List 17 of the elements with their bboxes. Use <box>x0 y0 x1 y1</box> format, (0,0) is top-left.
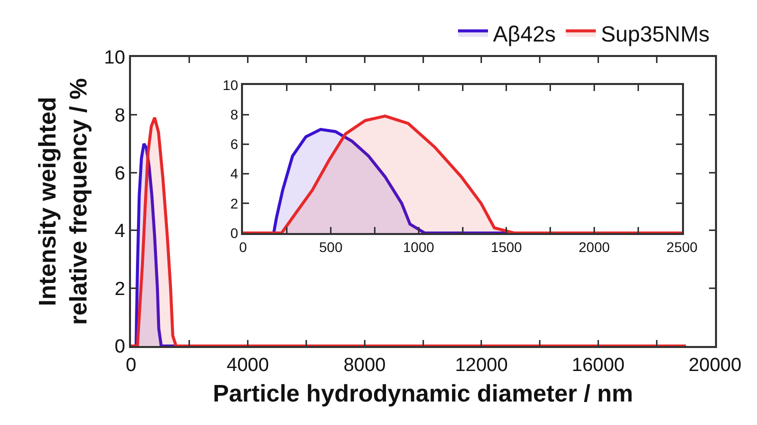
y-tick-label: 10 <box>104 48 126 69</box>
x-tick-label: 12000 <box>454 354 508 376</box>
x-axis-title: Particle hydrodynamic diameter / nm <box>212 380 634 408</box>
y-tick-label: 6 <box>114 163 126 184</box>
x-tick-label: 16000 <box>572 354 625 376</box>
x-tick-label: 8000 <box>343 354 386 376</box>
y-tick-label: 8 <box>114 105 126 126</box>
y-tick-label: 10 <box>222 76 238 93</box>
legend-label: Sup35NMs <box>600 21 710 46</box>
y-tick-label: 8 <box>230 106 238 122</box>
x-tick-label: 20000 <box>688 354 742 376</box>
x-tick-label: 4000 <box>226 354 269 376</box>
legend-label: Aβ42s <box>493 21 556 46</box>
y-axis-title: Intensity weighted relative frequency / % <box>34 78 93 325</box>
y-tick-label: 2 <box>114 278 126 300</box>
y-tick-label: 4 <box>114 221 126 242</box>
y-tick-label: 0 <box>114 336 126 358</box>
